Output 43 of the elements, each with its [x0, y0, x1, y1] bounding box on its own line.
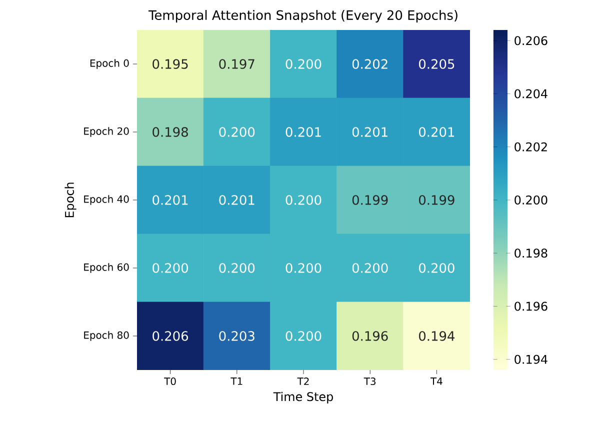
x-tick-label: T3 — [364, 378, 376, 386]
y-axis-title: Epoch — [64, 182, 76, 218]
color-bar-label: 0.206 — [514, 36, 548, 46]
color-bar-label: 0.196 — [514, 302, 548, 311]
data-label: 0.200 — [219, 263, 255, 273]
data-label: 0.197 — [219, 59, 254, 69]
data-label: 0.200 — [152, 263, 188, 273]
data-label: 0.201 — [352, 127, 388, 137]
data-label: 0.200 — [286, 263, 322, 273]
data-label: 0.200 — [219, 127, 255, 137]
x-tick-label: T1 — [230, 378, 242, 385]
chart-title: Temporal Attention Snapshot (Every 20 Epochs) — [148, 10, 458, 22]
x-axis-title: Time Step — [273, 392, 333, 404]
y-tick-label: Epoch 80 — [84, 331, 129, 341]
data-label: 0.201 — [219, 195, 254, 205]
data-label: 0.201 — [419, 127, 454, 137]
data-label: 0.199 — [352, 195, 388, 205]
data-label: 0.198 — [152, 127, 188, 137]
data-label: 0.205 — [419, 59, 454, 69]
data-label: 0.194 — [419, 331, 455, 341]
data-label: 0.200 — [352, 263, 388, 273]
color-bar-label: 0.198 — [514, 248, 548, 258]
color-bar-label: 0.194 — [514, 354, 548, 364]
data-label: 0.201 — [152, 195, 188, 205]
y-tick-label: Epoch 60 — [84, 263, 129, 273]
y-tick-label: Epoch 40 — [84, 195, 129, 205]
data-label: 0.201 — [286, 127, 321, 137]
color-bar-label: 0.202 — [514, 142, 547, 152]
data-label: 0.195 — [152, 59, 188, 69]
data-label: 0.200 — [419, 263, 454, 273]
data-label: 0.200 — [286, 331, 322, 341]
color-bar-label: 0.200 — [514, 195, 548, 205]
color-bar-label: 0.204 — [514, 89, 548, 98]
data-label: 0.196 — [352, 331, 388, 341]
y-tick-label: Epoch 20 — [84, 127, 129, 137]
data-label: 0.200 — [286, 195, 322, 205]
x-tick-label: T0 — [164, 378, 176, 386]
data-label: 0.200 — [286, 59, 322, 69]
data-label: 0.199 — [419, 195, 454, 205]
y-tick-label: Epoch 0 — [90, 59, 129, 69]
x-tick-label: T4 — [430, 378, 442, 385]
data-label: 0.202 — [352, 59, 388, 69]
x-tick-label: T2 — [297, 378, 309, 385]
